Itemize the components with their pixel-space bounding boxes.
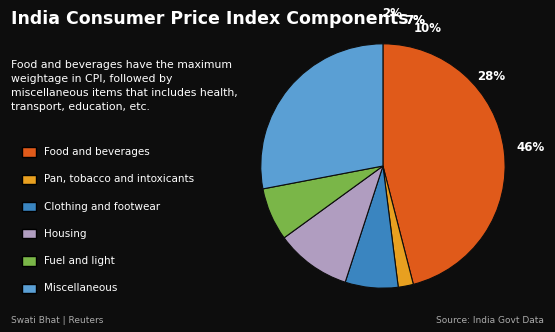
Text: Pan, tobacco and intoxicants: Pan, tobacco and intoxicants: [44, 174, 194, 184]
Text: Food and beverages have the maximum
weightage in CPI, followed by
miscellaneous : Food and beverages have the maximum weig…: [11, 60, 238, 112]
Text: Source: India Govt Data: Source: India Govt Data: [436, 316, 544, 325]
FancyBboxPatch shape: [22, 175, 36, 184]
Text: 10%: 10%: [413, 22, 441, 36]
FancyBboxPatch shape: [22, 256, 36, 266]
Text: 28%: 28%: [477, 70, 505, 83]
Text: Swati Bhat | Reuters: Swati Bhat | Reuters: [11, 316, 103, 325]
Text: 7%: 7%: [406, 14, 425, 27]
Text: 7%: 7%: [406, 14, 425, 27]
Wedge shape: [284, 166, 383, 282]
FancyBboxPatch shape: [22, 202, 36, 211]
Wedge shape: [383, 166, 413, 287]
Text: India Consumer Price Index Components: India Consumer Price Index Components: [11, 10, 408, 28]
FancyBboxPatch shape: [22, 229, 36, 238]
Text: Fuel and light: Fuel and light: [44, 256, 115, 266]
Text: Housing: Housing: [44, 229, 87, 239]
FancyBboxPatch shape: [22, 147, 36, 157]
Text: Clothing and footwear: Clothing and footwear: [44, 202, 160, 211]
FancyBboxPatch shape: [22, 284, 36, 293]
Text: Food and beverages: Food and beverages: [44, 147, 150, 157]
Wedge shape: [261, 44, 383, 189]
Wedge shape: [383, 44, 505, 284]
Text: 46%: 46%: [517, 141, 545, 154]
Wedge shape: [263, 166, 383, 238]
Wedge shape: [345, 166, 398, 288]
Text: Miscellaneous: Miscellaneous: [44, 283, 118, 293]
Text: 2%: 2%: [382, 7, 402, 20]
